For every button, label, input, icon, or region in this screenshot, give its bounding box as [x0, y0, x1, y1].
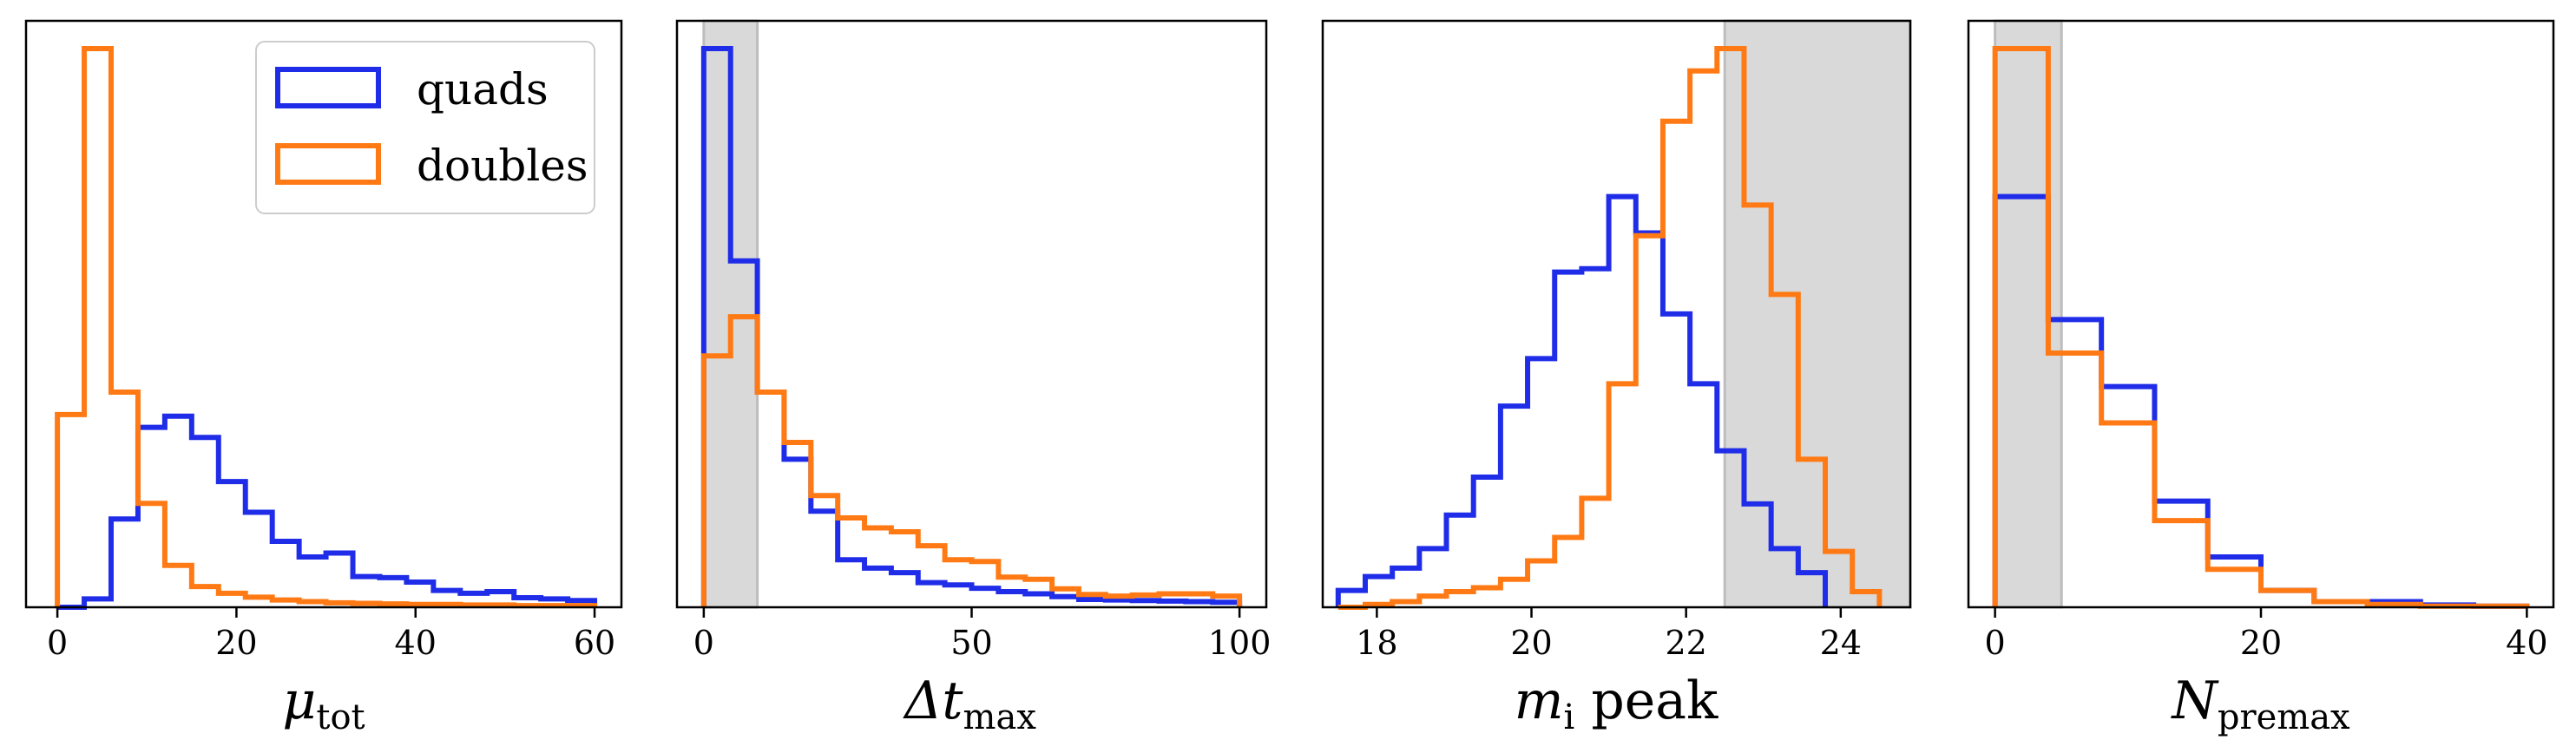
legend: quads doubles	[255, 41, 595, 214]
axes-frame	[675, 19, 1268, 609]
x-tick-label: 0	[1985, 624, 2006, 662]
legend-quads-swatch	[275, 67, 381, 108]
shaded-region	[1994, 19, 2063, 609]
x-tick-label: 24	[1820, 624, 1862, 662]
panel-mi-peak: 18 20 22 24 mi peak	[1321, 19, 1912, 737]
legend-frame	[255, 41, 595, 214]
histogram-quads	[700, 46, 1243, 607]
histogram-quads	[1335, 193, 1829, 607]
histogram-doubles	[1992, 46, 2530, 609]
x-tick-label: 40	[2506, 624, 2547, 662]
axes-frame	[1321, 19, 1912, 609]
panel-n-premax: 0 20 40 Npremax	[1967, 19, 2555, 737]
legend-quads-label: quads	[417, 64, 549, 115]
x-tick-label: 40	[395, 624, 437, 662]
x-tick-label: 60	[574, 624, 615, 662]
legend-doubles-swatch	[275, 143, 381, 185]
histogram-doubles	[55, 46, 598, 609]
shaded-region	[1723, 19, 1912, 609]
histogram-quads	[1992, 193, 2530, 609]
panel-mu-tot: 0 20 40 60 μtot quads doubles	[24, 19, 623, 737]
x-tick-label: 50	[950, 624, 992, 662]
histogram-quads	[57, 413, 598, 610]
xlabel-delta-t-max: Δtmax	[903, 671, 1036, 737]
x-tick-label: 20	[1510, 624, 1552, 662]
xlabel-n-premax: Npremax	[2170, 671, 2350, 737]
x-tick-label: 100	[1208, 624, 1272, 662]
x-tick-label: 22	[1665, 624, 1706, 662]
histogram-doubles	[700, 314, 1243, 607]
x-tick-label: 0	[693, 624, 714, 662]
x-tick-label: 0	[47, 624, 68, 662]
x-tick-label: 20	[2240, 624, 2282, 662]
axes-frame	[24, 19, 623, 609]
xlabel-mu-tot: μtot	[282, 671, 365, 737]
x-tick-label: 18	[1356, 624, 1397, 662]
panel-delta-t-max: 0 50 100 Δtmax	[675, 19, 1272, 737]
xlabel-mi-peak: mi peak	[1515, 671, 1718, 737]
legend-doubles-label: doubles	[417, 141, 588, 191]
x-tick-label: 20	[215, 624, 257, 662]
histogram-doubles	[1337, 46, 1883, 610]
